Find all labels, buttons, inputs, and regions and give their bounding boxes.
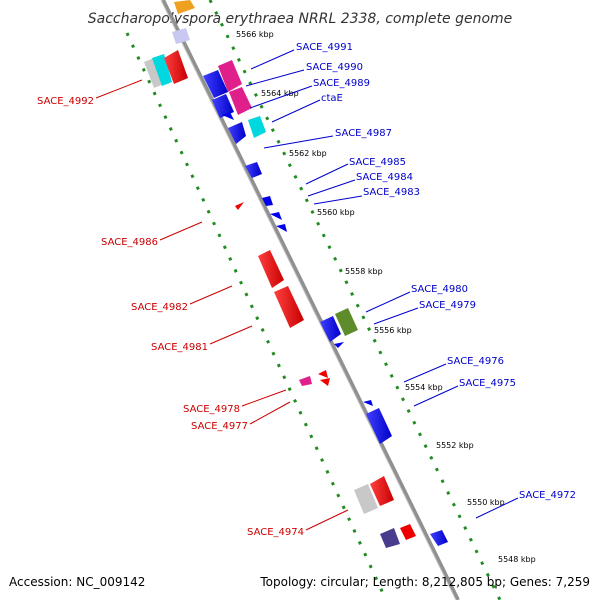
- gene-label[interactable]: SACE_4983: [363, 187, 420, 198]
- forward-genes: [172, 0, 448, 548]
- gene-label[interactable]: SACE_4987: [335, 128, 392, 139]
- gene-feature[interactable]: [203, 70, 228, 98]
- leader-line: [189, 285, 233, 305]
- leader-line: [271, 99, 321, 123]
- tick-label: 5566 kbp: [236, 30, 274, 39]
- gene-feature[interactable]: [400, 524, 416, 540]
- gene-feature[interactable]: [152, 54, 172, 86]
- gene-label[interactable]: SACE_4991: [296, 42, 353, 53]
- leader-line: [95, 79, 143, 99]
- leader-line: [305, 509, 349, 531]
- gene-feature[interactable]: [318, 370, 328, 378]
- gene-label[interactable]: SACE_4976: [447, 356, 504, 367]
- scale-ticks: 5566 kbp 5564 kbp 5562 kbp 5560 kbp 5558…: [236, 30, 536, 564]
- genome-backbone-highlight: [160, 0, 457, 600]
- reverse-genes: [144, 50, 394, 514]
- gene-feature[interactable]: [320, 316, 341, 342]
- leader-line: [475, 497, 519, 519]
- gene-feature[interactable]: [258, 250, 284, 288]
- reverse-gene-labels: [95, 79, 349, 531]
- gene-feature[interactable]: [174, 0, 195, 14]
- gene-label[interactable]: SACE_4984: [356, 172, 413, 183]
- gene-feature[interactable]: [370, 476, 394, 506]
- leader-line: [263, 135, 334, 149]
- gene-label[interactable]: SACE_4977: [191, 421, 248, 432]
- gene-feature[interactable]: [228, 122, 246, 144]
- gene-feature[interactable]: [248, 116, 266, 138]
- gene-feature[interactable]: [430, 530, 448, 546]
- leader-line: [209, 325, 253, 345]
- tick-label: 5562 kbp: [289, 149, 327, 158]
- gene-feature[interactable]: [276, 224, 287, 232]
- gene-feature[interactable]: [222, 112, 234, 120]
- tick-label: 5560 kbp: [317, 208, 355, 217]
- leader-line: [413, 385, 459, 407]
- gene-label[interactable]: SACE_4979: [419, 300, 476, 311]
- gene-feature[interactable]: [270, 212, 282, 220]
- tick-label: 5558 kbp: [345, 267, 383, 276]
- gene-feature[interactable]: [334, 342, 344, 348]
- leader-line: [159, 221, 203, 241]
- gene-feature[interactable]: [363, 400, 373, 406]
- gene-feature[interactable]: [245, 162, 262, 178]
- leader-line: [373, 307, 419, 325]
- gene-label[interactable]: SACE_4981: [151, 342, 208, 353]
- gene-feature[interactable]: [262, 196, 273, 206]
- gene-feature[interactable]: [218, 60, 242, 92]
- tick-label: 5548 kbp: [498, 555, 536, 564]
- accession-text: Accession: NC_009142: [9, 575, 145, 589]
- tick-label: 5550 kbp: [467, 498, 505, 507]
- leader-line: [245, 69, 305, 87]
- gene-label[interactable]: SACE_4974: [247, 527, 304, 538]
- gene-feature[interactable]: [335, 308, 358, 336]
- tick-label: 5556 kbp: [374, 326, 412, 335]
- gene-label[interactable]: SACE_4975: [459, 378, 516, 389]
- gene-feature[interactable]: [274, 286, 304, 328]
- forward-gene-labels: [245, 49, 519, 519]
- leader-line: [403, 363, 447, 383]
- leader-line: [313, 195, 363, 205]
- gene-feature[interactable]: [172, 28, 190, 44]
- gene-feature[interactable]: [299, 376, 312, 386]
- gene-label[interactable]: SACE_4982: [131, 302, 188, 313]
- gene-feature[interactable]: [235, 202, 244, 210]
- gene-feature[interactable]: [229, 87, 252, 115]
- gene-feature[interactable]: [380, 528, 400, 548]
- leader-line: [307, 179, 356, 197]
- gene-label[interactable]: SACE_4990: [306, 62, 363, 73]
- gene-label[interactable]: SACE_4978: [183, 404, 240, 415]
- summary-text: Topology: circular; Length: 8,212,805 bp…: [259, 575, 590, 589]
- leader-line: [365, 291, 411, 313]
- gene-label[interactable]: SACE_4980: [411, 284, 468, 295]
- gene-feature[interactable]: [144, 58, 164, 88]
- gene-feature[interactable]: [354, 484, 378, 514]
- gene-feature[interactable]: [320, 378, 330, 386]
- gene-feature[interactable]: [164, 50, 188, 84]
- tick-label: 5552 kbp: [436, 441, 474, 450]
- gene-label[interactable]: SACE_4972: [519, 490, 576, 501]
- gene-feature[interactable]: [212, 94, 234, 118]
- leader-line: [249, 85, 313, 109]
- reverse-gene-label-text: SACE_4992 SACE_4986 SACE_4982 SACE_4981 …: [37, 96, 304, 538]
- gene-label[interactable]: SACE_4985: [349, 157, 406, 168]
- forward-gene-label-text: SACE_4991 SACE_4990 SACE_4989 ctaE SACE_…: [296, 42, 576, 501]
- leader-line: [249, 401, 291, 425]
- tick-label: 5554 kbp: [405, 383, 443, 392]
- map-title: Saccharopolyspora erythraea NRRL 2338, c…: [88, 11, 513, 27]
- gene-label[interactable]: SACE_4989: [313, 78, 370, 89]
- gene-label[interactable]: SACE_4986: [101, 237, 158, 248]
- tick-label: 5564 kbp: [261, 89, 299, 98]
- gene-label[interactable]: SACE_4992: [37, 96, 94, 107]
- genome-backbone: [161, 0, 460, 600]
- leader-line: [305, 163, 349, 185]
- leader-line: [250, 49, 295, 70]
- gene-feature[interactable]: [366, 408, 392, 444]
- gene-label[interactable]: ctaE: [321, 93, 343, 104]
- leader-line: [241, 389, 287, 407]
